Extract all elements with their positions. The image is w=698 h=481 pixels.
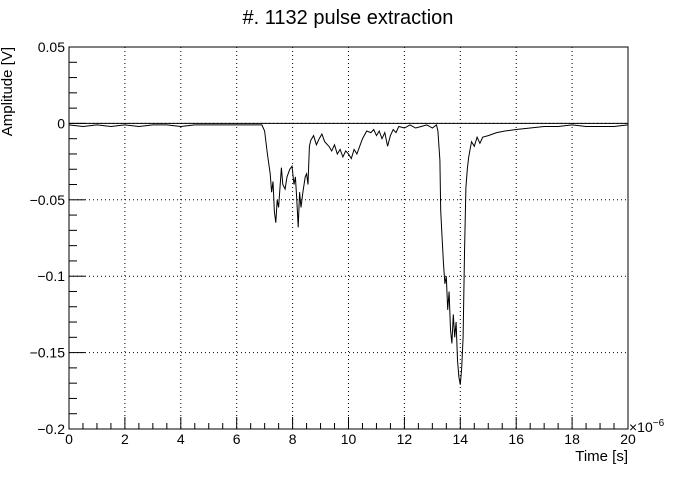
x-tick-label: 20 — [620, 431, 636, 447]
plot-frame — [68, 46, 629, 430]
x-tick-label: 10 — [341, 431, 357, 447]
y-tick-label: 0.05 — [38, 39, 65, 55]
chart-title: #. 1132 pulse extraction — [243, 7, 454, 29]
x-tick-labels: 0 2 4 6 8 10 12 14 16 18 20 — [65, 431, 636, 447]
y-tick-label: −0.15 — [30, 345, 66, 361]
x-tick-label: 16 — [508, 431, 524, 447]
x-tick-label: 2 — [121, 431, 129, 447]
x-axis-label: Time [s] — [575, 448, 628, 465]
grid — [69, 47, 628, 429]
x-tick-label: 6 — [233, 431, 241, 447]
y-tick-label: −0.05 — [30, 192, 66, 208]
x-multiplier-base: ×10 — [629, 419, 653, 435]
waveform-line — [68, 124, 629, 385]
x-tick-label: 18 — [564, 431, 580, 447]
x-tick-label: 12 — [397, 431, 413, 447]
y-tick-labels: −0.2 −0.15 −0.1 −0.05 0 0.05 — [30, 39, 66, 437]
y-axis-label: Amplitude [V] — [0, 47, 16, 136]
y-tick-label: −0.2 — [37, 421, 65, 437]
x-multiplier: ×10−6 — [629, 418, 665, 435]
x-tick-label: 8 — [289, 431, 297, 447]
x-multiplier-exponent: −6 — [653, 418, 665, 429]
x-tick-label: 14 — [453, 431, 469, 447]
x-tick-label: 0 — [65, 431, 73, 447]
x-tick-label: 4 — [177, 431, 185, 447]
y-tick-label: −0.1 — [37, 268, 65, 284]
y-tick-label: 0 — [57, 115, 65, 131]
